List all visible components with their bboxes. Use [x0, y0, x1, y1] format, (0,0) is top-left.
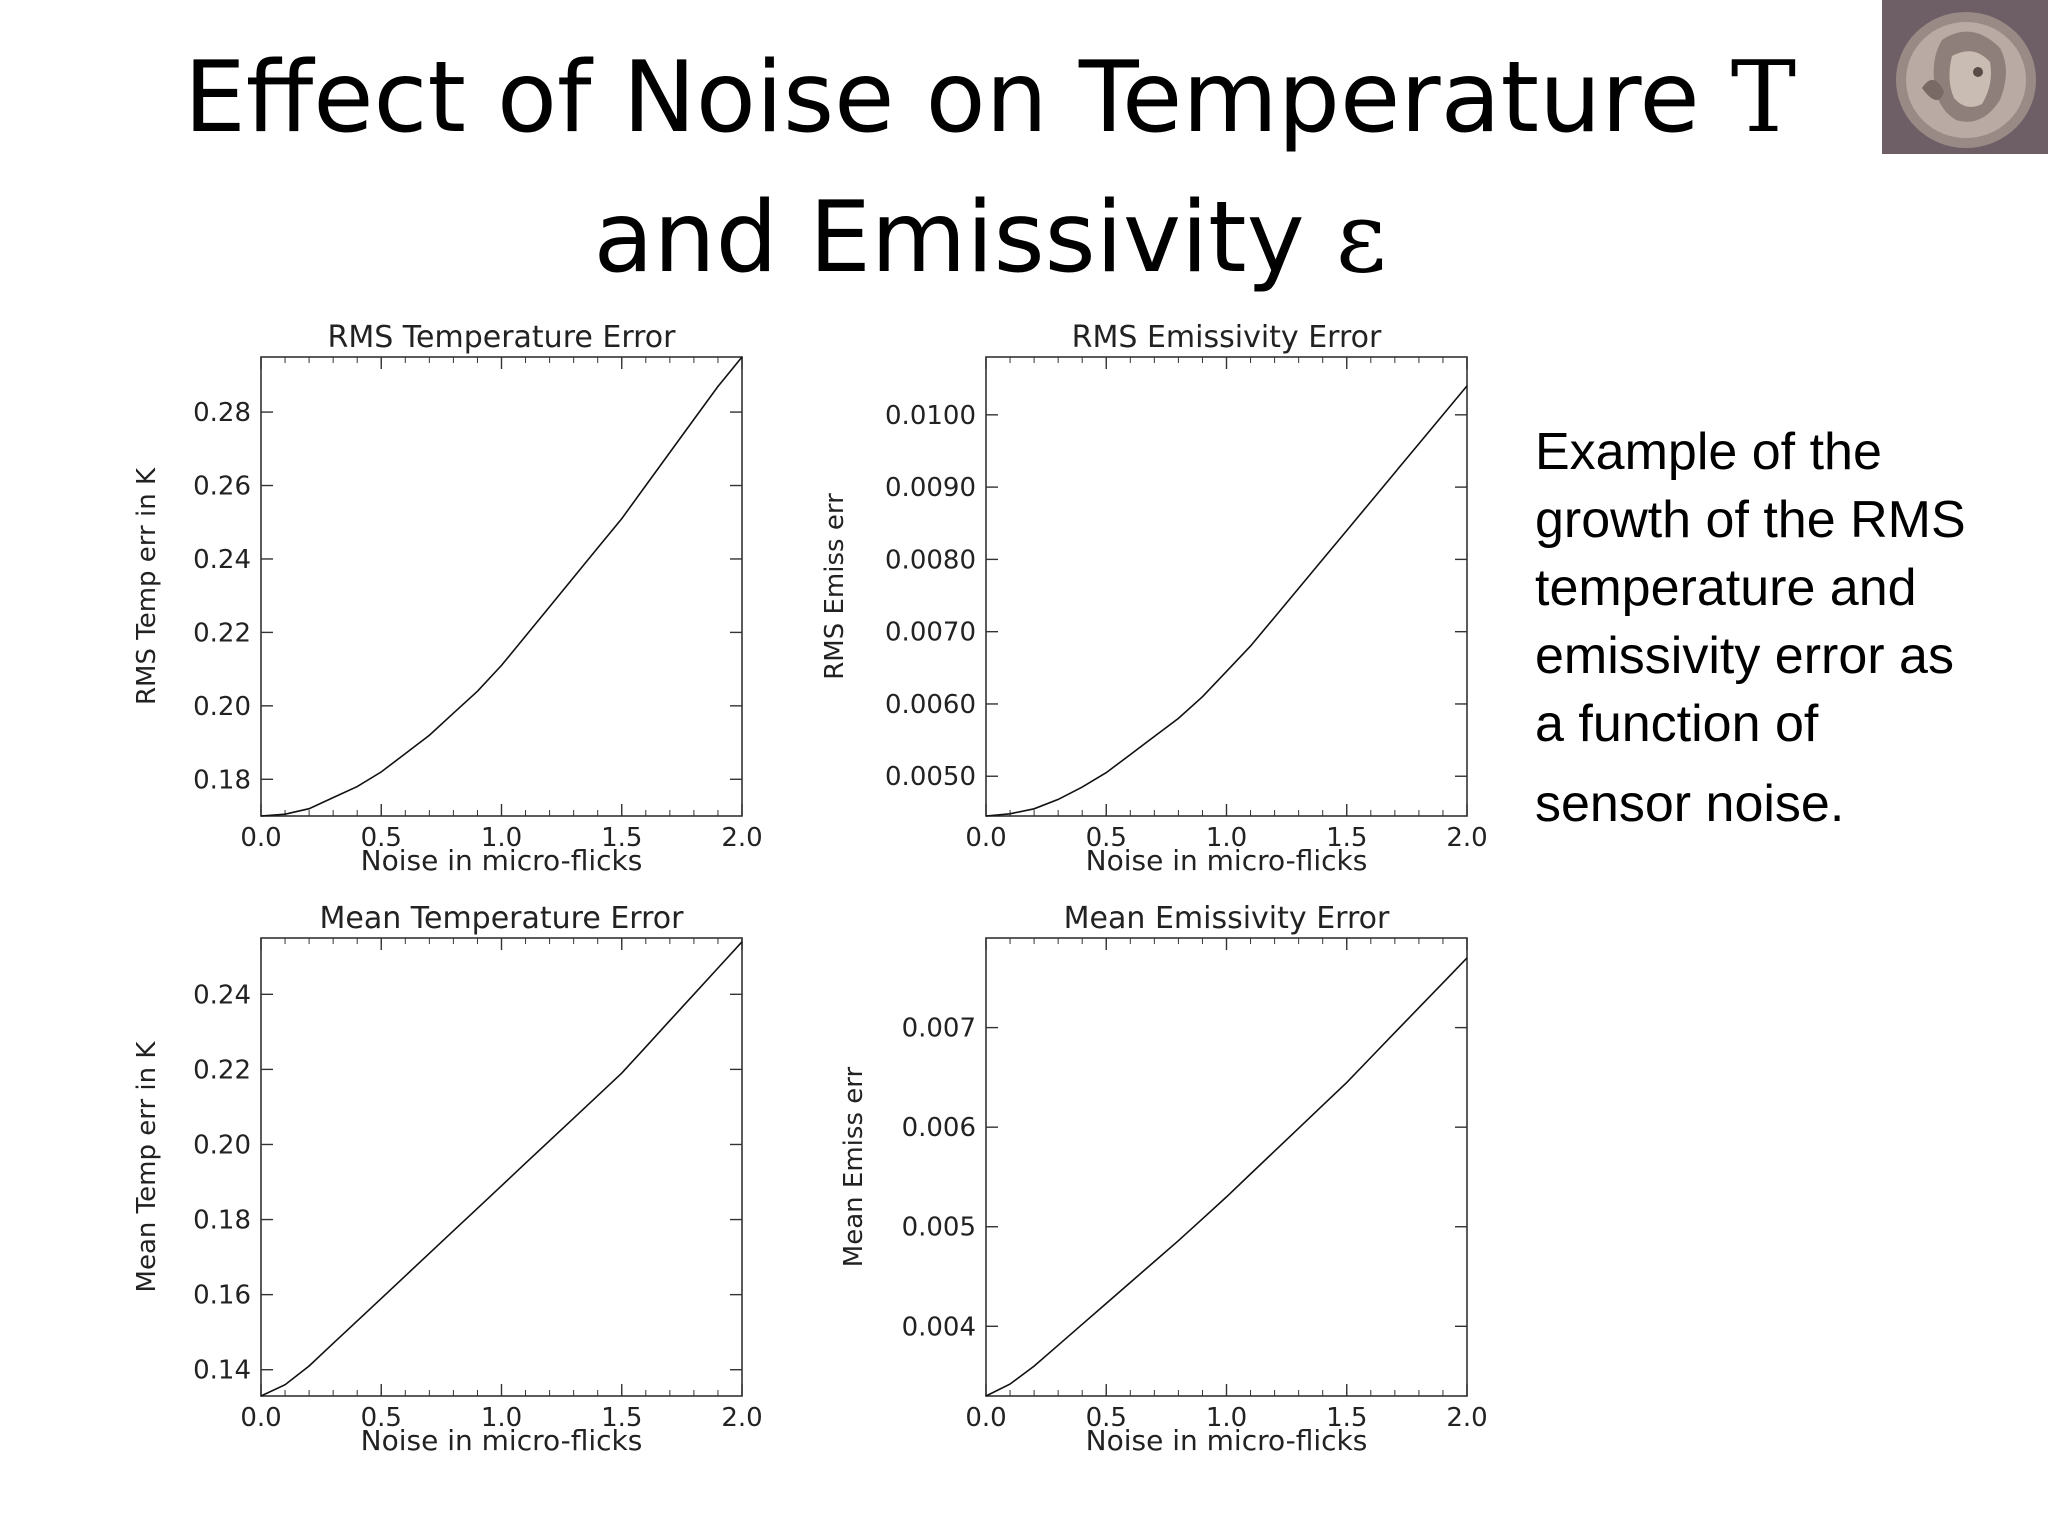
y-tick-label: 0.26 — [193, 472, 251, 502]
caption-line: a function of — [1535, 695, 1819, 753]
x-tick-label: 1.0 — [1206, 823, 1247, 853]
plot-frame — [260, 937, 743, 1397]
rms-emissivity-chart: RMS Emissivity Error 0.0 0.5 1.0 1.5 2.0 0.005… — [820, 320, 1488, 877]
x-tick-label: 1.5 — [601, 823, 642, 853]
y-tick-label: 0.0100 — [885, 401, 976, 431]
x-tick-label: 0.5 — [1086, 1403, 1127, 1433]
plot-frame — [985, 937, 1468, 1397]
x-tick-label: 0.0 — [240, 823, 281, 853]
mean-emissivity-chart: Mean Emissivity Error 0.0 0.5 1.0 1.5 2.0 0.00… — [839, 901, 1488, 1457]
rms-temperature-chart: RMS Temperature Error 0.0 0.5 1.0 1.5 2.0 0.18… — [132, 320, 763, 877]
series-line — [260, 356, 743, 817]
series-line — [260, 941, 743, 1397]
y-tick-label: 0.004 — [902, 1312, 976, 1342]
plot-frame — [985, 356, 1468, 817]
y-tick-label: 0.005 — [902, 1213, 976, 1243]
chart-title: RMS Temperature Error — [327, 320, 676, 355]
x-tick-label: 2.0 — [721, 823, 762, 853]
y-axis-label: Mean Emiss err — [839, 1067, 869, 1268]
title-line-1: Effect of Noise on Temperature T — [183, 41, 1797, 155]
y-tick-label: 0.28 — [193, 398, 251, 428]
x-tick-label: 0.5 — [361, 1403, 402, 1433]
series-line — [985, 957, 1468, 1397]
x-axis-label: Noise in micro-flicks — [361, 844, 643, 877]
x-tick-label: 1.0 — [481, 823, 522, 853]
x-tick-label: 1.5 — [1326, 823, 1367, 853]
caption-text: Example of the growth of the RMS tempera… — [1535, 418, 2035, 838]
temperature-symbol: T — [1730, 41, 1797, 155]
chart-title: RMS Emissivity Error — [1072, 320, 1382, 355]
x-axis-label: Noise in micro-flicks — [361, 1424, 643, 1457]
x-tick-label: 0.0 — [965, 1403, 1006, 1433]
y-tick-label: 0.18 — [193, 765, 251, 795]
coin-logo-icon — [1882, 0, 2048, 154]
caption-line: emissivity error as — [1535, 627, 1954, 685]
y-tick-label: 0.006 — [902, 1113, 976, 1143]
y-tick-label: 0.22 — [193, 1055, 251, 1085]
caption-line: temperature and — [1535, 559, 1917, 617]
y-tick-label: 0.18 — [193, 1206, 251, 1236]
y-axis-label: RMS Emiss err — [820, 493, 850, 680]
x-tick-label: 1.5 — [1326, 1403, 1367, 1433]
x-tick-label: 2.0 — [1446, 1403, 1487, 1433]
y-tick-label: 0.16 — [193, 1281, 251, 1311]
x-tick-label: 1.0 — [481, 1403, 522, 1433]
emissivity-symbol: ε — [1335, 181, 1387, 295]
chart-title: Mean Temperature Error — [320, 901, 685, 936]
y-tick-label: 0.24 — [193, 545, 251, 575]
x-tick-label: 0.5 — [1086, 823, 1127, 853]
y-tick-label: 0.20 — [193, 1130, 251, 1160]
y-tick-label: 0.14 — [193, 1356, 251, 1386]
caption-line: sensor noise. — [1535, 775, 1845, 833]
y-tick-label: 0.0050 — [885, 762, 976, 792]
y-tick-label: 0.0080 — [885, 545, 976, 575]
x-tick-label: 0.0 — [965, 823, 1006, 853]
y-tick-label: 0.20 — [193, 692, 251, 722]
caption-line: Example of the — [1535, 423, 1882, 481]
title-line-2: and Emissivity ε — [593, 181, 1387, 295]
x-tick-label: 0.0 — [240, 1403, 281, 1433]
y-tick-label: 0.0090 — [885, 473, 976, 503]
chart-title: Mean Emissivity Error — [1064, 901, 1390, 936]
x-axis-label: Noise in micro-flicks — [1086, 1424, 1368, 1457]
x-axis-label: Noise in micro-flicks — [1086, 844, 1368, 877]
y-tick-label: 0.0060 — [885, 690, 976, 720]
plot-frame — [260, 356, 743, 817]
caption-line: growth of the RMS — [1535, 491, 1966, 549]
y-axis-label: Mean Temp err in K — [132, 1041, 162, 1293]
mean-temperature-chart: Mean Temperature Error 0.0 0.5 1.0 1.5 2.0 0.1… — [132, 901, 763, 1457]
x-tick-label: 1.0 — [1206, 1403, 1247, 1433]
x-tick-label: 2.0 — [721, 1403, 762, 1433]
series-line — [985, 385, 1468, 817]
x-tick-label: 2.0 — [1446, 823, 1487, 853]
x-tick-label: 1.5 — [601, 1403, 642, 1433]
slide-title: Effect of Noise on Temperature T and Emi… — [0, 28, 1980, 308]
y-tick-label: 0.24 — [193, 980, 251, 1010]
y-tick-label: 0.0070 — [885, 618, 976, 648]
y-axis-label: RMS Temp err in K — [132, 467, 162, 705]
x-tick-label: 0.5 — [361, 823, 402, 853]
y-tick-label: 0.007 — [902, 1014, 976, 1044]
y-tick-label: 0.22 — [193, 618, 251, 648]
